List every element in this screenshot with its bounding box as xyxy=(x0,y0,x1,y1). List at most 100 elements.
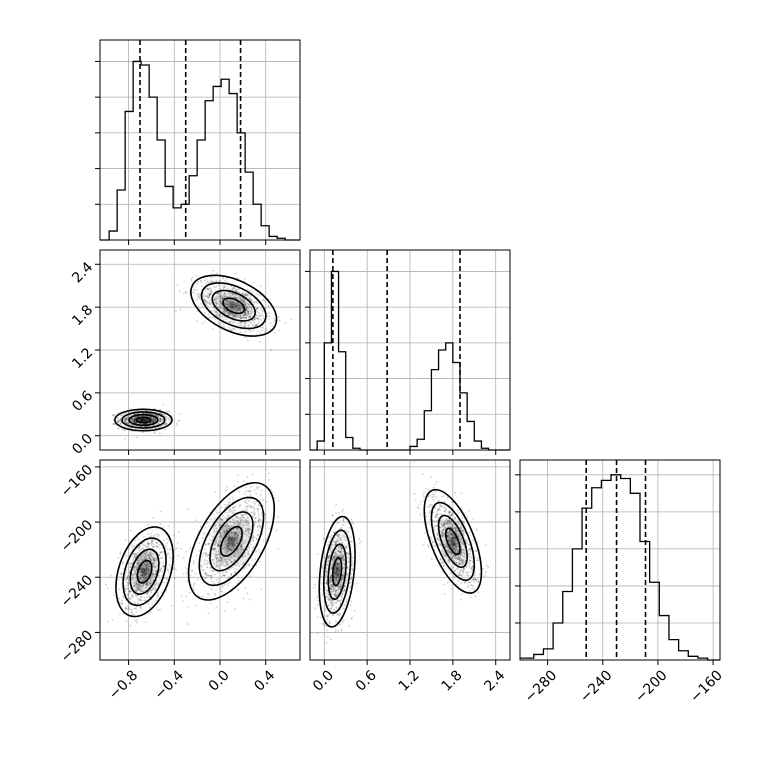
sample-point xyxy=(223,541,226,544)
sample-point xyxy=(221,528,224,531)
sample-point xyxy=(232,321,235,324)
sample-point xyxy=(129,590,131,593)
sample-point xyxy=(150,610,152,613)
sample-point xyxy=(258,514,260,516)
sample-point xyxy=(345,547,348,550)
sample-point xyxy=(124,590,127,593)
sample-point xyxy=(160,418,163,420)
sample-point xyxy=(341,557,344,560)
sample-point xyxy=(227,584,229,587)
sample-point xyxy=(194,604,197,607)
sample-point xyxy=(204,551,207,554)
sample-point xyxy=(461,551,464,554)
sample-point xyxy=(132,592,135,595)
sample-point xyxy=(329,588,332,591)
sample-point xyxy=(334,541,336,543)
sample-point xyxy=(248,321,251,323)
sample-point xyxy=(215,301,217,304)
sample-point xyxy=(256,525,259,528)
sample-point xyxy=(232,537,235,539)
sample-point xyxy=(156,533,159,536)
sample-point xyxy=(223,530,225,533)
sample-point xyxy=(240,331,242,334)
sample-point xyxy=(152,535,155,537)
sample-point xyxy=(140,419,143,421)
sample-point xyxy=(428,512,431,514)
sample-point xyxy=(125,418,127,421)
sample-point xyxy=(477,578,479,580)
sample-point xyxy=(195,554,198,557)
sample-point xyxy=(342,558,345,560)
sample-point xyxy=(229,304,232,307)
sample-point xyxy=(462,543,464,545)
sample-point xyxy=(452,543,455,546)
sample-point xyxy=(155,415,158,417)
sample-point xyxy=(134,584,136,586)
sample-point xyxy=(460,547,463,550)
sample-point xyxy=(448,560,451,563)
sample-point xyxy=(238,523,240,526)
sample-point xyxy=(338,550,341,553)
sample-point xyxy=(345,600,348,603)
sample-point xyxy=(334,543,337,545)
sample-point xyxy=(232,292,235,295)
sample-point xyxy=(221,558,224,560)
sample-point xyxy=(138,583,141,586)
sample-point xyxy=(233,552,236,554)
sample-point xyxy=(138,418,141,421)
sample-point xyxy=(436,534,439,537)
sample-point xyxy=(216,565,219,568)
sample-point xyxy=(147,570,150,573)
sample-point xyxy=(250,308,253,311)
sample-point xyxy=(330,599,333,602)
sample-point xyxy=(143,415,146,417)
sample-point xyxy=(156,563,159,566)
sample-point xyxy=(336,593,339,596)
sample-point xyxy=(233,533,236,535)
sample-point xyxy=(193,585,195,588)
sample-point xyxy=(204,527,207,529)
sample-point xyxy=(151,557,154,560)
sample-point xyxy=(330,546,333,548)
sample-point xyxy=(244,555,247,557)
sample-point xyxy=(146,580,149,583)
sample-point xyxy=(151,517,154,519)
sample-point xyxy=(127,423,130,426)
sample-point xyxy=(230,574,233,576)
sample-point xyxy=(150,416,153,419)
sample-point xyxy=(226,295,228,298)
sample-point xyxy=(243,303,246,306)
sample-point xyxy=(150,416,152,419)
sample-point xyxy=(139,568,142,571)
sample-point xyxy=(138,549,141,552)
sample-point xyxy=(148,568,151,571)
sample-point xyxy=(455,555,457,558)
sample-point xyxy=(122,561,125,564)
sample-point xyxy=(278,329,281,332)
sample-point xyxy=(325,569,328,572)
sample-point xyxy=(231,308,234,310)
sample-point xyxy=(208,295,211,297)
sample-point xyxy=(328,622,331,625)
sample-point xyxy=(146,570,148,572)
sample-point xyxy=(260,306,263,309)
sample-point xyxy=(430,476,432,479)
sample-point xyxy=(228,314,231,317)
sample-point xyxy=(235,536,237,539)
sample-point xyxy=(124,412,127,415)
sample-point xyxy=(351,616,353,619)
sample-point xyxy=(139,606,142,609)
sample-point xyxy=(257,322,260,324)
sample-point xyxy=(444,546,447,548)
sample-point xyxy=(144,558,147,561)
sample-point xyxy=(343,524,345,526)
sample-point xyxy=(326,614,328,617)
sample-point xyxy=(130,610,133,613)
sample-point xyxy=(340,536,342,539)
sample-point xyxy=(235,553,237,556)
sample-point xyxy=(342,555,345,558)
sample-point xyxy=(193,292,196,294)
sample-point xyxy=(330,568,333,571)
sample-point xyxy=(256,488,259,490)
sample-point xyxy=(334,589,337,592)
